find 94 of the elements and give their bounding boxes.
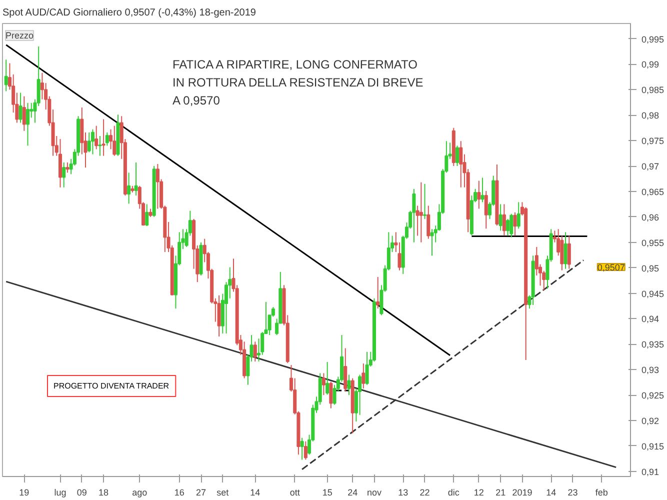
- y-tick-label: 0,985: [642, 85, 664, 96]
- y-tick-label: 0,935: [642, 340, 664, 350]
- candlestick: [398, 242, 402, 271]
- x-tick-label: 27: [196, 488, 206, 498]
- candlestick: [58, 138, 62, 188]
- x-tick-label: 15: [322, 488, 332, 498]
- candlestick: [430, 228, 434, 256]
- candlestick: [365, 351, 369, 386]
- candlestick: [376, 276, 380, 310]
- chart-title: Spot AUD/CAD Giornaliero 0,9507 (-0,43%) 18-gen-2019: [2, 8, 256, 18]
- candlestick: [217, 294, 221, 338]
- y-tick-label: 0,99: [642, 60, 660, 70]
- candlestick: [329, 381, 333, 409]
- x-tick-label: 2019: [512, 488, 532, 498]
- y-tick-label: 0,98: [642, 110, 660, 121]
- y-tick-label: 0,97: [642, 162, 660, 172]
- x-tick-label: 22: [420, 488, 430, 498]
- candlestick: [347, 374, 351, 396]
- candlestick: [62, 162, 66, 188]
- y-tick-label: 0,925: [642, 390, 664, 401]
- candlestick: [87, 132, 91, 153]
- y-axis-title: Prezzo: [6, 30, 34, 40]
- x-tick-label: 12: [474, 488, 484, 498]
- candlestick: [477, 180, 481, 210]
- candlestick: [304, 440, 308, 460]
- candlestick: [94, 125, 98, 150]
- x-tick-label: ott: [290, 488, 300, 498]
- y-tick-label: 0,995: [642, 34, 664, 44]
- candlestick: [419, 182, 423, 243]
- x-tick-label: 14: [250, 488, 260, 498]
- candlestick: [344, 348, 348, 392]
- y-tick-label: 0,975: [642, 136, 664, 146]
- y-tick-label: 0,93: [642, 365, 660, 376]
- candlestick: [134, 162, 138, 196]
- y-tick-label: 0,91: [642, 466, 660, 477]
- candlestick: [90, 128, 94, 155]
- x-tick-label: 23: [568, 488, 578, 498]
- candlestick: [98, 135, 102, 156]
- candlestick: [18, 92, 22, 124]
- x-tick-label: 13: [398, 488, 408, 498]
- x-tick-label: 21: [496, 488, 506, 498]
- candlestick: [480, 177, 484, 203]
- candlestick: [66, 162, 70, 174]
- candlestick: [22, 96, 26, 132]
- candlestick: [300, 437, 304, 460]
- y-tick-label: 0,915: [642, 441, 664, 452]
- x-tick-label: 14: [546, 488, 556, 498]
- candlestick: [502, 204, 506, 236]
- candlestick: [253, 341, 257, 362]
- y-tick-label: 0,945: [642, 288, 664, 299]
- candlestick: [127, 172, 131, 204]
- candlestick: [567, 235, 571, 270]
- y-tick-label: 0,95: [642, 263, 660, 274]
- x-tick-label: dic: [448, 488, 460, 498]
- y-tick-label: 0,96: [642, 212, 660, 222]
- x-tick-label: lug: [54, 488, 66, 498]
- x-tick-label: 18: [98, 488, 109, 498]
- candlestick: [455, 145, 460, 167]
- candlestick: [4, 59, 8, 92]
- candlestick: [156, 163, 160, 210]
- y-tick-label: 0,965: [642, 186, 664, 197]
- candlestick: [459, 140, 463, 188]
- candlestick: [516, 202, 520, 230]
- candlestick: [423, 183, 427, 220]
- x-tick-label: 24: [348, 488, 358, 498]
- candlestick: [426, 205, 430, 240]
- candlestick: [484, 190, 488, 230]
- y-tick-label: 0,94: [642, 314, 660, 324]
- x-tick-label: set: [216, 488, 230, 498]
- candlestick: [412, 188, 416, 243]
- y-tick-label: 0,92: [642, 416, 660, 426]
- candlestick: [105, 132, 109, 146]
- candlestick: [564, 232, 568, 270]
- x-tick-label: 09: [76, 488, 87, 498]
- x-tick-label: 16: [174, 488, 184, 498]
- y-tick-label: 0,955: [642, 238, 664, 248]
- annotation: 0,9507: [597, 262, 625, 272]
- candlestick: [362, 363, 366, 389]
- x-tick-label: feb: [595, 488, 608, 498]
- annotation: PROGETTO DIVENTA TRADER: [54, 382, 170, 390]
- x-tick-label: ago: [132, 488, 148, 498]
- candlestick: [26, 102, 30, 146]
- candlestick: [102, 118, 106, 156]
- candlestick: [498, 204, 502, 232]
- candlestick: [322, 372, 326, 396]
- candlestick: [112, 125, 116, 156]
- annotation: FATICA A RIPARTIRE, LONG CONFERMATO IN ROTTURA DELLA RESISTENZA DI BREVE A 0,9570: [172, 58, 424, 108]
- candlestick: [506, 218, 510, 236]
- candlestick: [510, 213, 514, 238]
- x-tick-label: 19: [19, 488, 30, 498]
- candlestick: [326, 361, 330, 396]
- candlestick: [513, 212, 517, 236]
- x-tick-label: nov: [366, 488, 382, 498]
- candlestick: [145, 204, 149, 227]
